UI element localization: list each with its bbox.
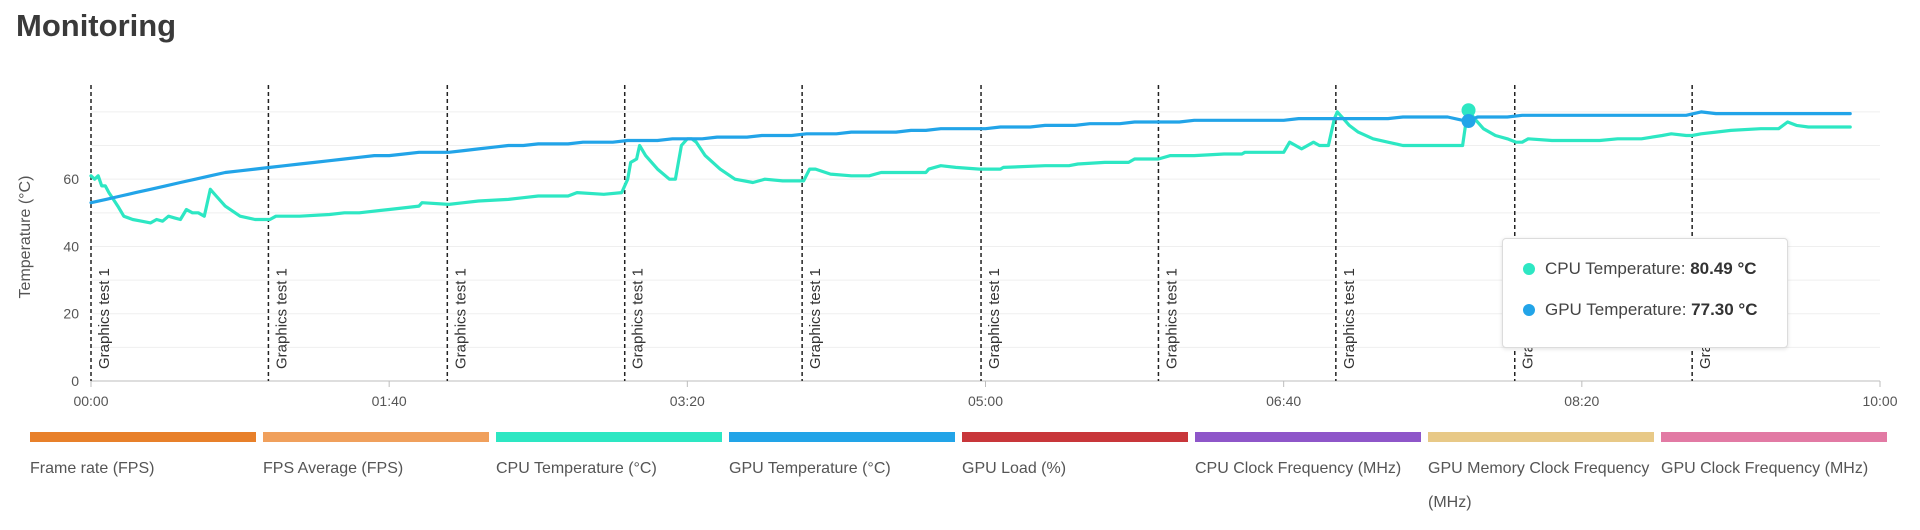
annotation-label: Graphics test 1 bbox=[630, 268, 647, 369]
legend-item-frame-rate[interactable]: Frame rate (FPS) bbox=[30, 432, 256, 486]
chart-legend: Frame rate (FPS) FPS Average (FPS) CPU T… bbox=[30, 432, 1910, 522]
legend-swatch bbox=[962, 432, 1188, 442]
legend-swatch bbox=[1428, 432, 1654, 442]
legend-item-gpu-temperature[interactable]: GPU Temperature (°C) bbox=[729, 432, 955, 486]
x-tick-label: 05:00 bbox=[968, 393, 1003, 409]
legend-item-fps-average[interactable]: FPS Average (FPS) bbox=[263, 432, 489, 486]
y-tick-label: 60 bbox=[63, 171, 79, 187]
annotation-label: Graphics test 1 bbox=[1341, 268, 1358, 369]
gpu-temperature-dot-icon bbox=[1523, 304, 1535, 316]
x-tick-label: 01:40 bbox=[372, 393, 407, 409]
legend-swatch bbox=[1195, 432, 1421, 442]
annotation-label: Graphics test 1 bbox=[273, 268, 290, 369]
legend-item-cpu-temperature[interactable]: CPU Temperature (°C) bbox=[496, 432, 722, 486]
chart-tooltip: CPU Temperature: 80.49 °C GPU Temperatur… bbox=[1502, 238, 1788, 348]
annotation-label: Graphics test 1 bbox=[452, 268, 469, 369]
legend-item-gpu-clock[interactable]: GPU Clock Frequency (MHz) bbox=[1661, 432, 1887, 486]
annotation-label: Graphics test 1 bbox=[1163, 268, 1180, 369]
y-axis-label: Temperature (°C) bbox=[17, 176, 34, 299]
legend-label: GPU Memory Clock Frequency (MHz) bbox=[1428, 460, 1650, 511]
legend-item-cpu-clock[interactable]: CPU Clock Frequency (MHz) bbox=[1195, 432, 1421, 486]
x-tick-label: 08:20 bbox=[1564, 393, 1599, 409]
legend-swatch bbox=[496, 432, 722, 442]
legend-swatch bbox=[1661, 432, 1887, 442]
page-title: Monitoring bbox=[16, 8, 177, 43]
hover-point-gpu bbox=[1461, 113, 1476, 128]
legend-swatch bbox=[30, 432, 256, 442]
temperature-chart[interactable]: 0 20 40 60 Temperature (°C) 00:00 01:40 03:20 05… bbox=[0, 0, 1920, 430]
series-line-cpu-temperature bbox=[89, 108, 1852, 225]
legend-item-gpu-memory-clock[interactable]: GPU Memory Clock Frequency (MHz) bbox=[1428, 432, 1654, 520]
x-tick-label: 00:00 bbox=[73, 393, 108, 409]
tooltip-value-gpu: 77.30 °C bbox=[1691, 300, 1758, 319]
legend-label: CPU Clock Frequency (MHz) bbox=[1195, 460, 1402, 477]
tooltip-row-gpu: GPU Temperature: 77.30 °C bbox=[1523, 300, 1758, 320]
legend-label: Frame rate (FPS) bbox=[30, 460, 155, 477]
tooltip-row-cpu: CPU Temperature: 80.49 °C bbox=[1523, 259, 1757, 279]
annotation-label: Graphics test 1 bbox=[96, 268, 113, 369]
x-tick-label: 06:40 bbox=[1266, 393, 1301, 409]
cpu-temperature-dot-icon bbox=[1523, 263, 1535, 275]
x-tick-label: 10:00 bbox=[1862, 393, 1897, 409]
legend-label: FPS Average (FPS) bbox=[263, 460, 404, 477]
legend-label: GPU Temperature (°C) bbox=[729, 460, 891, 477]
tooltip-value-cpu: 80.49 °C bbox=[1690, 259, 1757, 278]
legend-swatch bbox=[729, 432, 955, 442]
tooltip-label-cpu: CPU Temperature: bbox=[1545, 259, 1686, 278]
hover-point-cpu bbox=[1461, 103, 1476, 118]
annotation-label: Graphics test 1 bbox=[986, 268, 1003, 369]
legend-label: GPU Clock Frequency (MHz) bbox=[1661, 460, 1869, 477]
legend-label: CPU Temperature (°C) bbox=[496, 460, 657, 477]
legend-label: GPU Load (%) bbox=[962, 460, 1067, 477]
annotation-label: Graphics test 1 bbox=[807, 268, 824, 369]
legend-item-gpu-load[interactable]: GPU Load (%) bbox=[962, 432, 1188, 486]
legend-swatch bbox=[263, 432, 489, 442]
y-tick-label: 20 bbox=[63, 306, 79, 322]
y-tick-label: 0 bbox=[71, 373, 79, 389]
y-tick-label: 40 bbox=[63, 238, 79, 254]
tooltip-label-gpu: GPU Temperature: bbox=[1545, 300, 1687, 319]
series-line-gpu-temperature bbox=[89, 110, 1852, 205]
x-tick-label: 03:20 bbox=[670, 393, 705, 409]
